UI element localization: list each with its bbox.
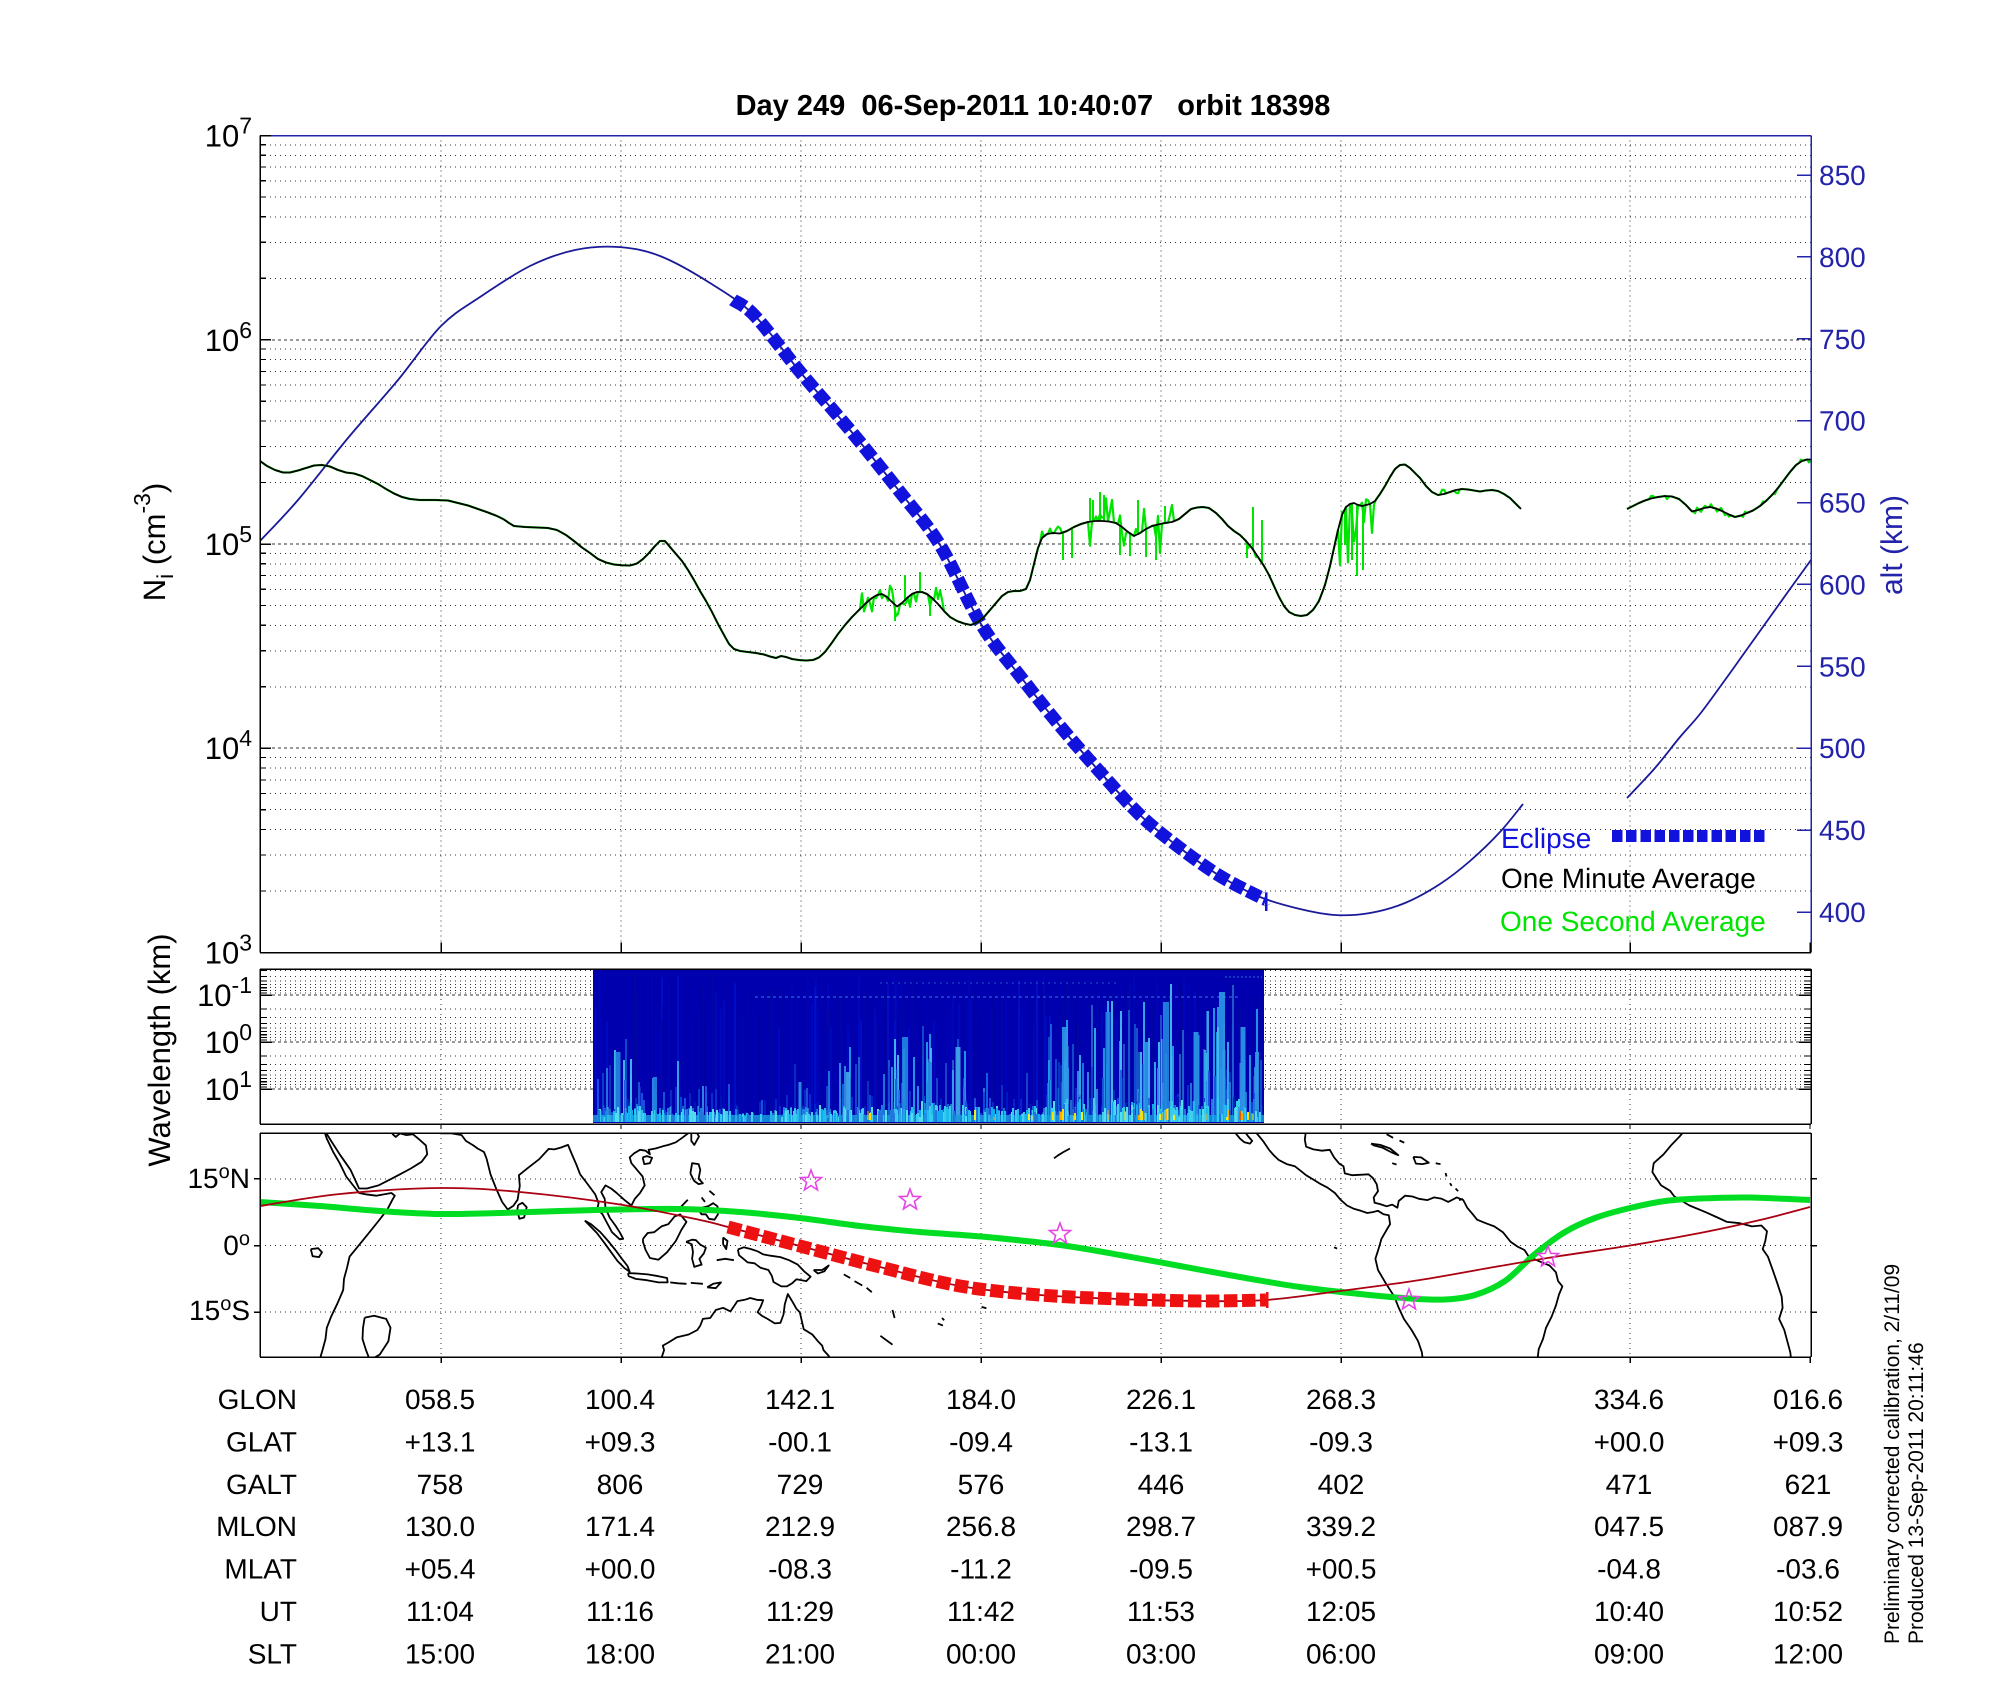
svg-text:850: 850	[1819, 160, 1866, 191]
svg-text:-00.1: -00.1	[768, 1426, 832, 1457]
svg-text:MLON: MLON	[216, 1511, 297, 1542]
svg-text:171.4: 171.4	[585, 1511, 655, 1542]
svg-text:One Minute Average: One Minute Average	[1501, 863, 1756, 894]
svg-text:212.9: 212.9	[765, 1511, 835, 1542]
svg-text:576: 576	[958, 1469, 1005, 1500]
svg-text:Day 249 06-Sep-2011 10:40:07: Day 249 06-Sep-2011 10:40:07 orbit 18398	[736, 90, 1331, 122]
svg-text:103: 103	[205, 930, 252, 971]
svg-text:806: 806	[597, 1469, 644, 1500]
svg-text:+00.0: +00.0	[585, 1554, 656, 1585]
svg-text:One Second Average: One Second Average	[1500, 906, 1766, 937]
svg-text:268.3: 268.3	[1306, 1384, 1376, 1415]
svg-text:101: 101	[205, 1066, 252, 1107]
svg-text:339.2: 339.2	[1306, 1511, 1376, 1542]
svg-text:100: 100	[205, 1019, 252, 1060]
svg-text:15oS: 15oS	[189, 1293, 250, 1326]
svg-text:256.8: 256.8	[946, 1511, 1016, 1542]
svg-text:00:00: 00:00	[946, 1638, 1016, 1669]
svg-text:+05.4: +05.4	[405, 1554, 476, 1585]
svg-text:15:00: 15:00	[405, 1638, 475, 1669]
svg-text:Wavelength (km): Wavelength (km)	[142, 933, 177, 1166]
svg-text:10-1: 10-1	[197, 972, 252, 1013]
svg-text:-09.4: -09.4	[949, 1426, 1013, 1457]
svg-text:729: 729	[777, 1469, 824, 1500]
svg-text:11:42: 11:42	[947, 1596, 1015, 1627]
svg-text:500: 500	[1819, 733, 1866, 764]
svg-text:12:00: 12:00	[1773, 1638, 1843, 1669]
svg-text:11:29: 11:29	[766, 1596, 834, 1627]
svg-text:100.4: 100.4	[585, 1384, 655, 1415]
svg-text:334.6: 334.6	[1594, 1384, 1664, 1415]
svg-text:106: 106	[205, 317, 252, 358]
svg-text:10:52: 10:52	[1773, 1596, 1843, 1627]
svg-text:alt (km): alt (km)	[1876, 495, 1909, 595]
svg-text:402: 402	[1318, 1469, 1365, 1500]
svg-text:016.6: 016.6	[1773, 1384, 1843, 1415]
svg-text:298.7: 298.7	[1126, 1511, 1196, 1542]
svg-text:450: 450	[1819, 815, 1866, 846]
svg-text:-11.2: -11.2	[950, 1554, 1012, 1585]
svg-text:471: 471	[1606, 1469, 1653, 1500]
svg-text:-13.1: -13.1	[1129, 1426, 1193, 1457]
svg-text:130.0: 130.0	[405, 1511, 475, 1542]
svg-text:UT: UT	[260, 1596, 297, 1627]
svg-text:621: 621	[1785, 1469, 1832, 1500]
svg-text:+00.5: +00.5	[1306, 1554, 1377, 1585]
svg-text:15oN: 15oN	[187, 1161, 250, 1194]
svg-text:03:00: 03:00	[1126, 1638, 1196, 1669]
svg-text:750: 750	[1819, 324, 1866, 355]
svg-text:MLAT: MLAT	[224, 1554, 297, 1585]
svg-text:-09.5: -09.5	[1129, 1554, 1193, 1585]
svg-text:+00.0: +00.0	[1594, 1426, 1665, 1457]
svg-text:10:40: 10:40	[1594, 1596, 1664, 1627]
svg-text:550: 550	[1819, 651, 1866, 682]
svg-text:-03.6: -03.6	[1776, 1554, 1840, 1585]
svg-text:11:16: 11:16	[586, 1596, 654, 1627]
svg-text:21:00: 21:00	[765, 1638, 835, 1669]
svg-text:047.5: 047.5	[1594, 1511, 1664, 1542]
svg-text:600: 600	[1819, 569, 1866, 600]
svg-text:-04.8: -04.8	[1597, 1554, 1661, 1585]
svg-text:+13.1: +13.1	[405, 1426, 476, 1457]
svg-text:-08.3: -08.3	[768, 1554, 832, 1585]
svg-text:105: 105	[205, 521, 252, 562]
svg-text:11:53: 11:53	[1127, 1596, 1195, 1627]
svg-text:107: 107	[205, 113, 252, 154]
svg-text:Preliminary corrected calibrat: Preliminary corrected calibration, 2/11/…	[1881, 1264, 1904, 1644]
svg-text:12:05: 12:05	[1306, 1596, 1376, 1627]
svg-text:758: 758	[417, 1469, 464, 1500]
svg-text:SLT: SLT	[248, 1638, 297, 1669]
svg-text:058.5: 058.5	[405, 1384, 475, 1415]
svg-text:11:04: 11:04	[406, 1596, 474, 1627]
svg-text:Produced 13-Sep-2011 20:11:46: Produced 13-Sep-2011 20:11:46	[1905, 1342, 1928, 1644]
svg-text:GALT: GALT	[226, 1469, 297, 1500]
svg-text:06:00: 06:00	[1306, 1638, 1376, 1669]
svg-text:GLAT: GLAT	[226, 1426, 297, 1457]
svg-text:18:00: 18:00	[585, 1638, 655, 1669]
svg-text:400: 400	[1819, 897, 1866, 928]
svg-text:104: 104	[205, 725, 252, 766]
svg-text:446: 446	[1138, 1469, 1185, 1500]
svg-text:800: 800	[1819, 242, 1866, 273]
svg-text:09:00: 09:00	[1594, 1638, 1664, 1669]
svg-text:Eclipse: Eclipse	[1501, 823, 1591, 854]
svg-text:226.1: 226.1	[1126, 1384, 1196, 1415]
svg-text:GLON: GLON	[218, 1384, 297, 1415]
svg-text:+09.3: +09.3	[1773, 1426, 1844, 1457]
svg-text:142.1: 142.1	[765, 1384, 835, 1415]
svg-text:700: 700	[1819, 406, 1866, 437]
svg-text:+09.3: +09.3	[585, 1426, 656, 1457]
svg-text:650: 650	[1819, 488, 1866, 519]
svg-text:184.0: 184.0	[946, 1384, 1016, 1415]
svg-text:-09.3: -09.3	[1309, 1426, 1373, 1457]
svg-text:0o: 0o	[223, 1228, 250, 1261]
svg-text:Ni (cm-3): Ni (cm-3)	[129, 483, 178, 602]
svg-text:087.9: 087.9	[1773, 1511, 1843, 1542]
